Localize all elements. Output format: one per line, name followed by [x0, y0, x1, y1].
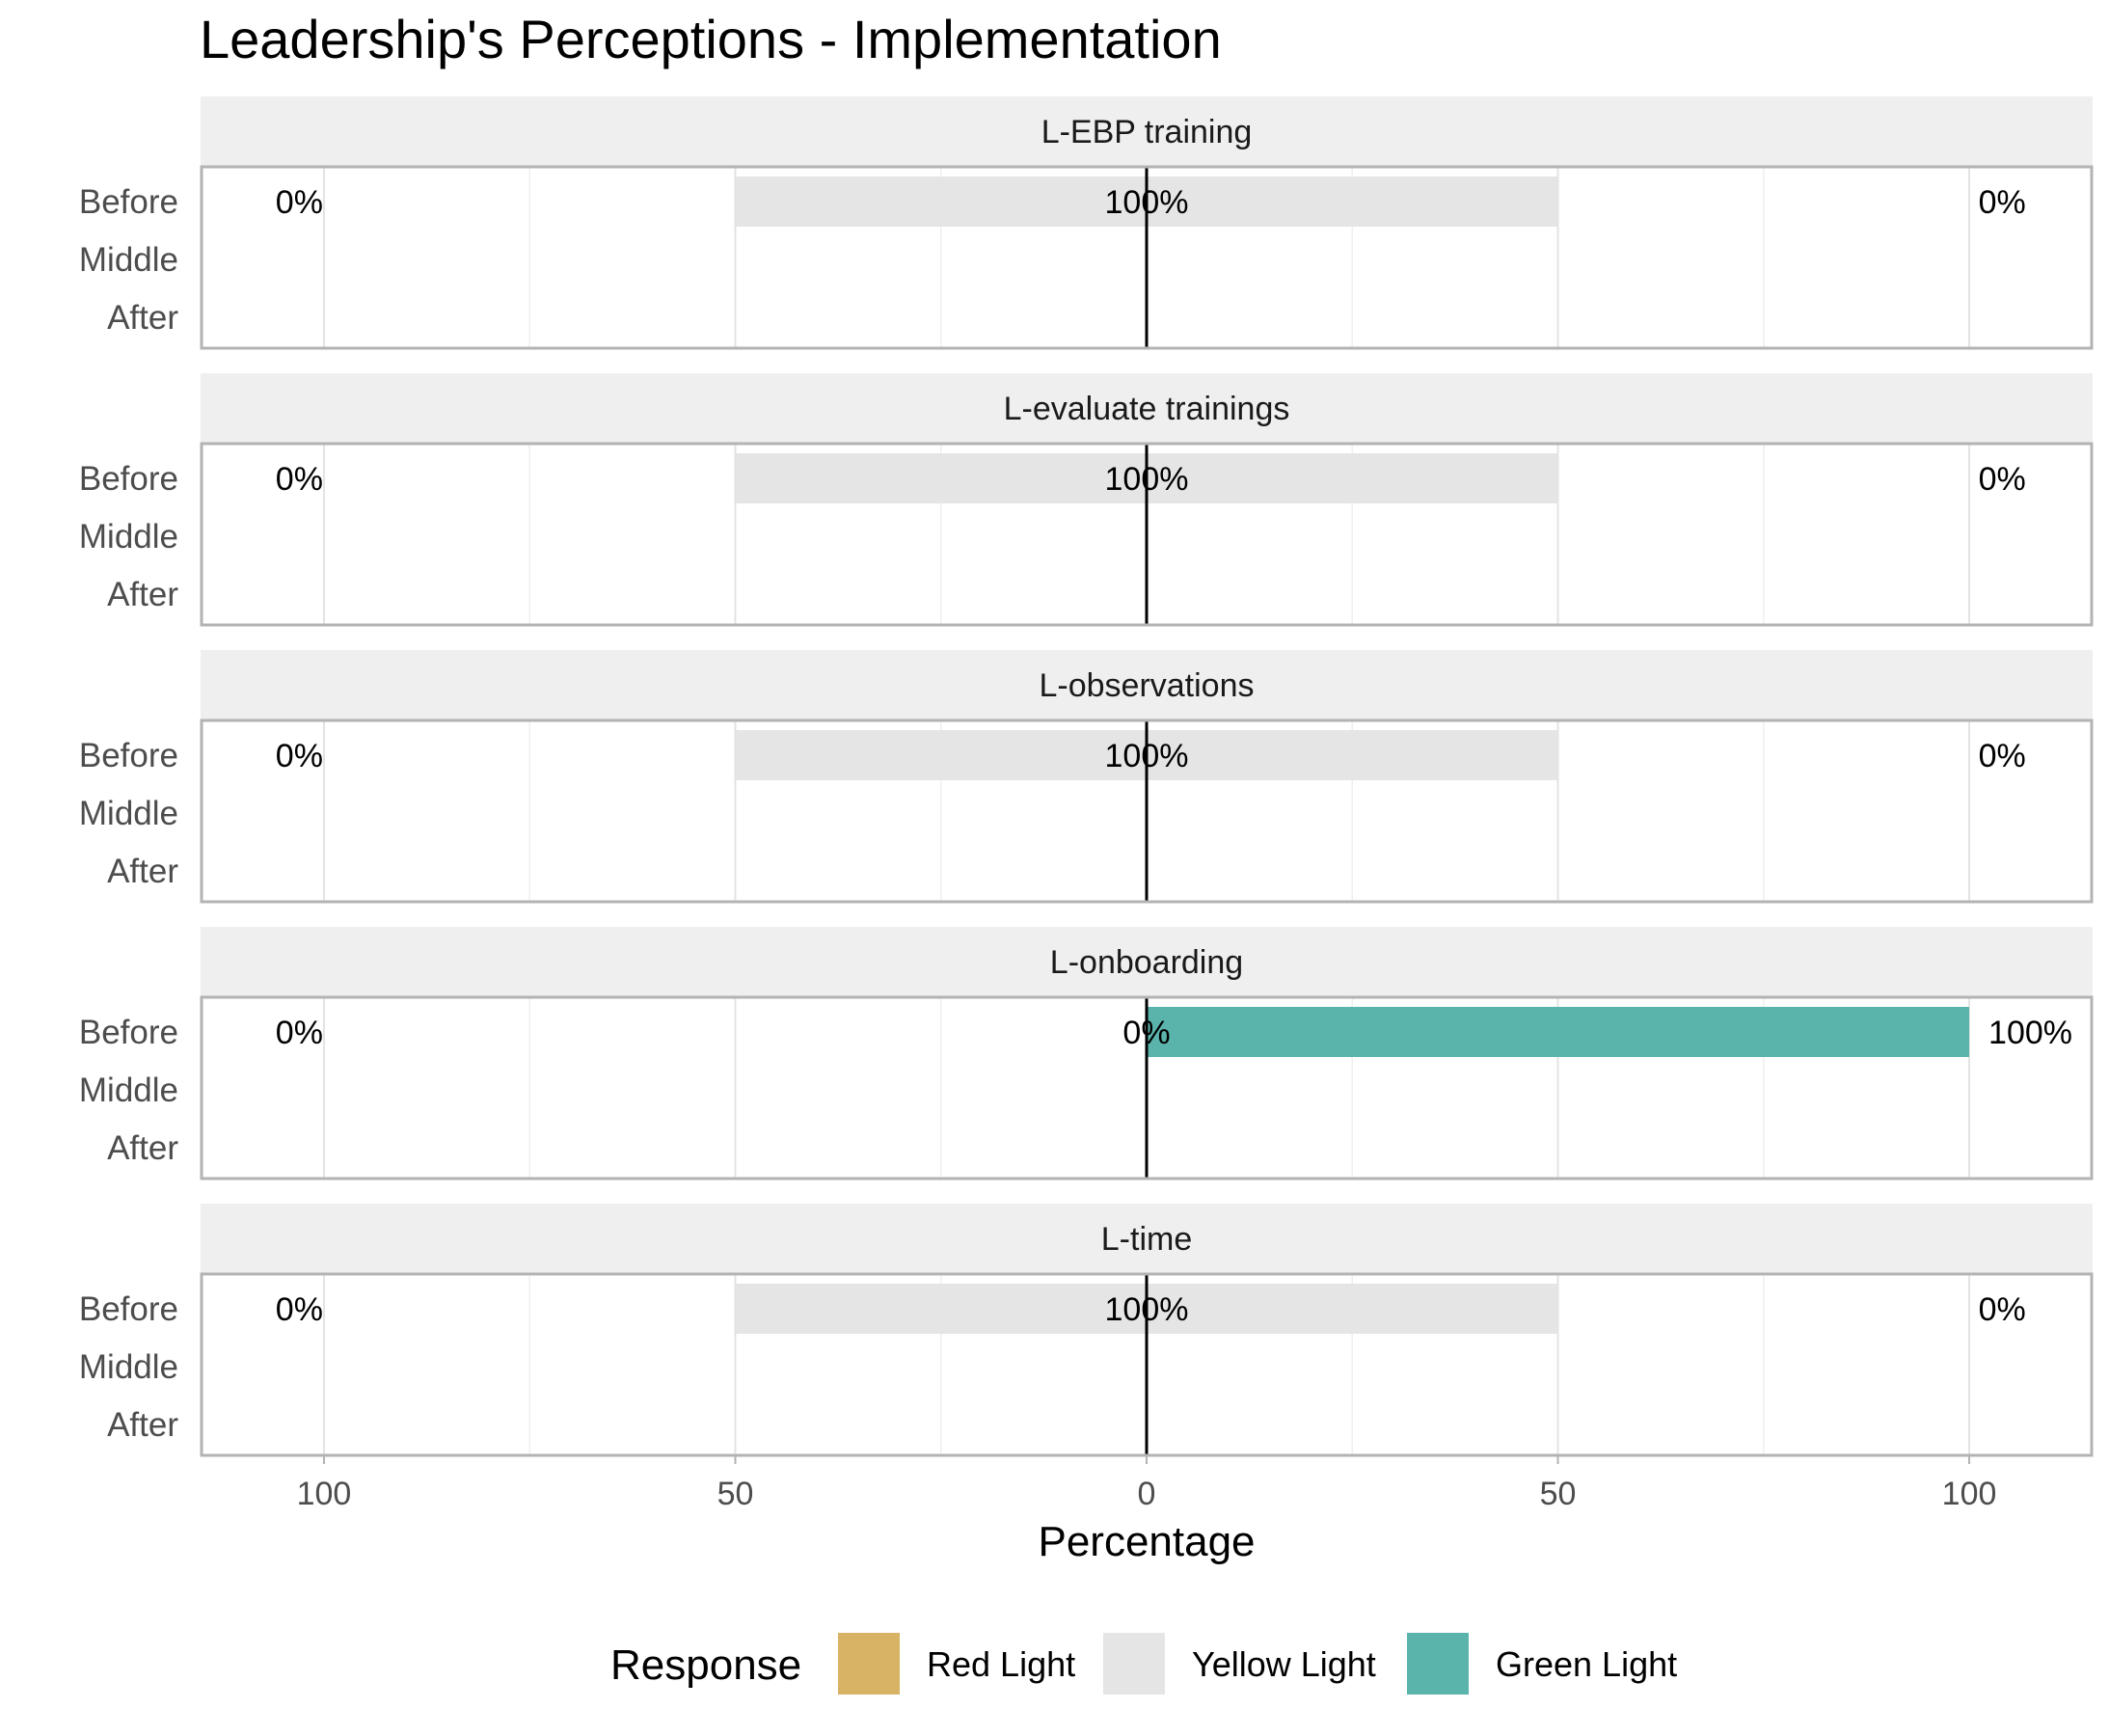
x-tick-label: 0: [1138, 1476, 1156, 1512]
facet-strip: [201, 1204, 2093, 1273]
facet-strip-label: L-evaluate trainings: [1004, 391, 1290, 427]
value-label-right: 0%: [1979, 184, 2026, 221]
facet-strip: [201, 650, 2093, 719]
facet-strip: [201, 96, 2093, 166]
value-label-left: 0%: [276, 184, 323, 221]
value-label-left: 0%: [276, 461, 323, 498]
row-label: Before: [79, 460, 178, 498]
facet-strip-label: L-observations: [1039, 667, 1254, 704]
chart-title: Leadership's Perceptions - Implementatio…: [200, 9, 1222, 69]
row-label: After: [107, 576, 178, 613]
x-tick-label: 50: [717, 1476, 754, 1512]
row-label: After: [107, 299, 178, 337]
facet-strip: [201, 373, 2093, 443]
value-label-right: 0%: [1979, 461, 2026, 498]
legend-label: Red Light: [927, 1644, 1075, 1684]
facet-strip-label: L-onboarding: [1050, 944, 1243, 981]
panel-border: [200, 442, 2094, 627]
legend-key: [836, 1631, 902, 1696]
legend-label: Yellow Light: [1192, 1644, 1376, 1684]
value-label-right: 0%: [1979, 738, 2026, 774]
row-label: Middle: [79, 241, 178, 279]
value-label-left: 0%: [276, 738, 323, 774]
x-tick-label: 50: [1540, 1476, 1577, 1512]
x-axis-title: Percentage: [1038, 1518, 1255, 1565]
legend-title: Response: [610, 1641, 801, 1689]
row-label: Before: [79, 183, 178, 221]
row-label: After: [107, 1406, 178, 1444]
facet-panels: L-EBP training Before Middle After 0% 100% 0% L…: [79, 96, 2094, 1457]
x-axis: 100 50 0 50 100: [297, 1456, 1997, 1512]
facet-strip-label: L-EBP training: [1041, 114, 1253, 150]
legend-key: [1101, 1631, 1167, 1696]
row-label: Before: [79, 1014, 178, 1051]
legend-key: [1405, 1631, 1471, 1696]
row-label: Before: [79, 737, 178, 774]
row-label: Middle: [79, 795, 178, 832]
facet-strip-label: L-time: [1101, 1221, 1192, 1258]
row-label: After: [107, 853, 178, 890]
value-label-left: 0%: [276, 1291, 323, 1328]
panel-border: [200, 995, 2094, 1180]
value-label-right: 100%: [1988, 1015, 2072, 1051]
value-label-left: 0%: [276, 1015, 323, 1051]
value-label-right: 0%: [1979, 1291, 2026, 1328]
row-label: Middle: [79, 518, 178, 556]
panel-border: [200, 719, 2094, 904]
row-label: After: [107, 1129, 178, 1167]
panel-border: [200, 1272, 2094, 1457]
facet-strip: [201, 927, 2093, 996]
row-label: Middle: [79, 1348, 178, 1386]
panel-border: [200, 165, 2094, 350]
row-label: Before: [79, 1290, 178, 1328]
legend: Response Red Light Yellow Light Green Light: [610, 1631, 1677, 1696]
bar-green-light: [1147, 1007, 1970, 1057]
x-tick-label: 100: [297, 1476, 352, 1512]
legend-label: Green Light: [1496, 1644, 1677, 1684]
row-label: Middle: [79, 1071, 178, 1109]
x-tick-label: 100: [1942, 1476, 1997, 1512]
